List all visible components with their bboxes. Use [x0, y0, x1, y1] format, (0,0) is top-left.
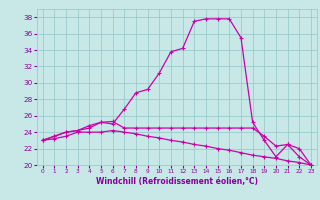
X-axis label: Windchill (Refroidissement éolien,°C): Windchill (Refroidissement éolien,°C): [96, 177, 258, 186]
